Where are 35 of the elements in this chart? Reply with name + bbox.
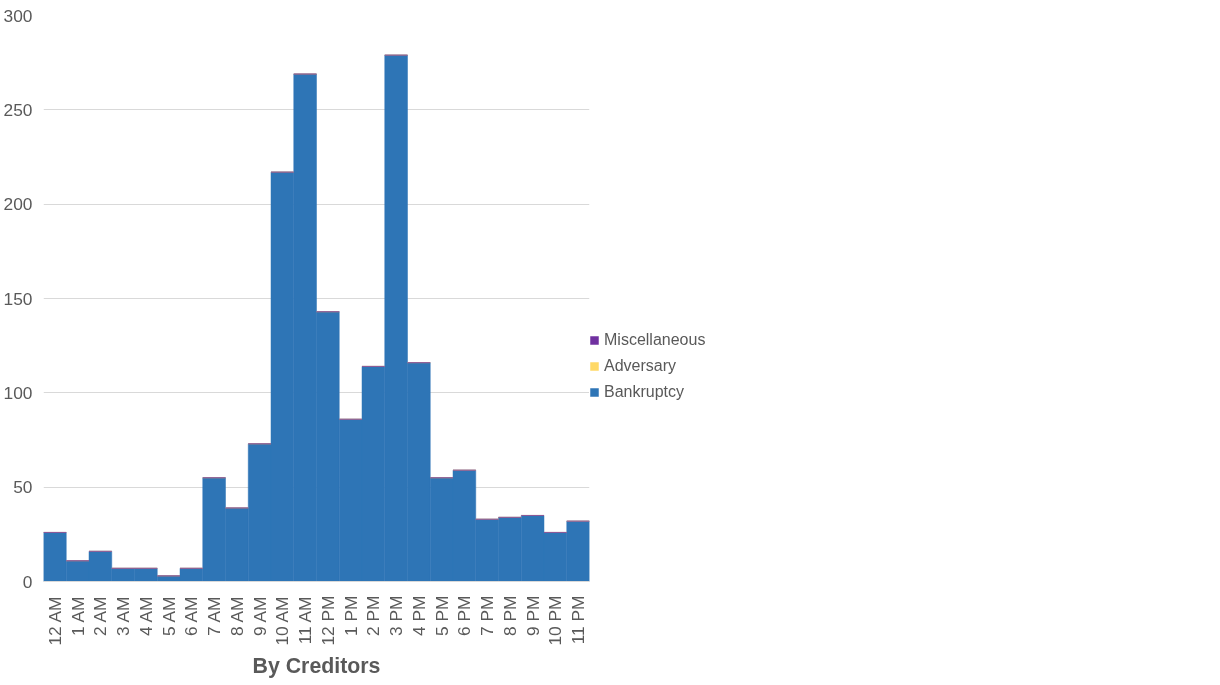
x-tick-label: 1 AM [67, 596, 88, 636]
x-tick-label: 8 AM [226, 596, 247, 636]
x-tick-label: 5 PM [431, 595, 452, 636]
y-tick-label: 100 [3, 382, 33, 403]
x-tick-label: 10 PM [545, 595, 566, 646]
x-tick-label: 12 PM [317, 595, 338, 646]
x-tick-label: 5 AM [158, 596, 179, 636]
y-tick-label: 200 [3, 194, 33, 215]
x-tick-label: 9 PM [522, 595, 543, 636]
x-tick-label: 11 PM [568, 595, 589, 645]
y-tick-label: 150 [3, 288, 33, 309]
x-tick-label: 10 AM [272, 596, 293, 646]
x-tick-label: 9 AM [249, 596, 270, 636]
y-tick-label: 250 [3, 99, 33, 120]
x-tick-label: 6 PM [454, 595, 475, 636]
legend-label: Adversary [604, 357, 677, 375]
legend-label: Bankruptcy [604, 383, 685, 401]
y-tick-label: 50 [13, 477, 33, 498]
x-axis-title: By Creditors [252, 653, 381, 678]
x-tick-label: 11 AM [295, 596, 316, 645]
x-tick-label: 7 PM [477, 595, 498, 636]
x-tick-label: 3 AM [113, 596, 134, 636]
x-tick-label: 4 PM [408, 595, 429, 636]
x-tick-label: 3 PM [386, 595, 407, 636]
x-tick-label: 8 PM [499, 595, 520, 636]
x-tick-label: 12 AM [44, 596, 65, 646]
x-tick-label: 6 AM [181, 596, 202, 636]
x-tick-label: 2 AM [90, 596, 111, 636]
y-tick-label: 0 [22, 571, 33, 592]
x-tick-label: 1 PM [340, 595, 361, 636]
y-tick-label: 300 [3, 5, 33, 26]
x-tick-label: 4 AM [135, 596, 156, 636]
x-tick-label: 7 AM [204, 596, 225, 636]
x-tick-label: 2 PM [363, 595, 384, 636]
legend-label: Miscellaneous [604, 331, 706, 349]
